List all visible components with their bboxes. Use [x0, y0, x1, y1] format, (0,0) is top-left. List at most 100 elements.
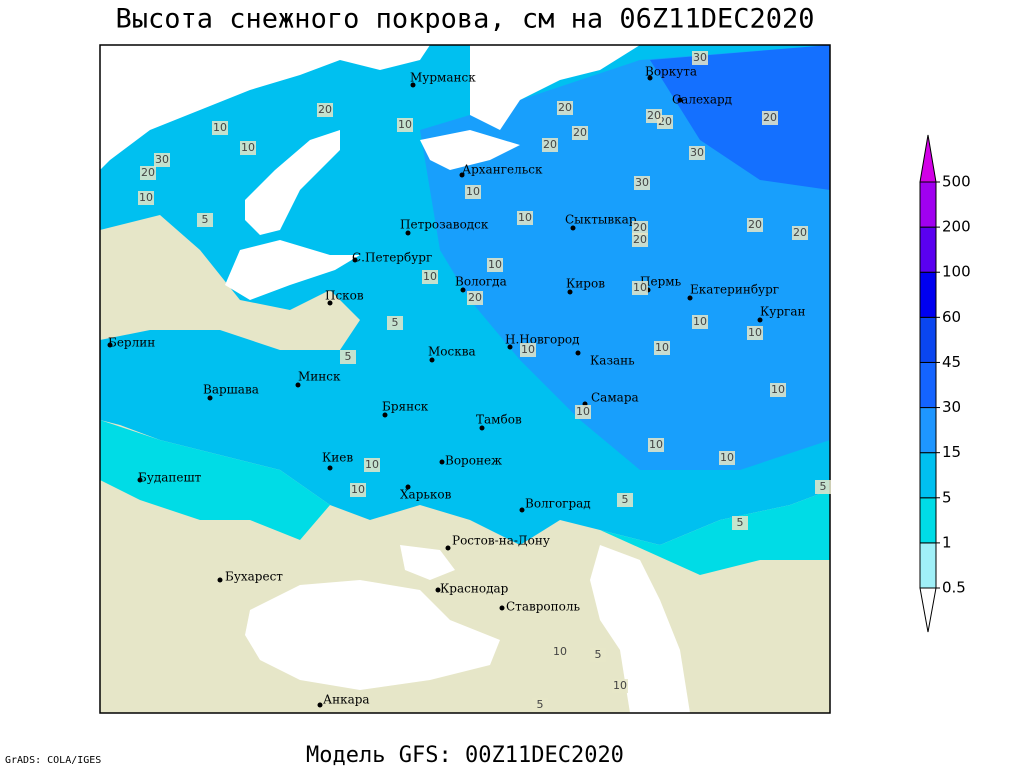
contour-label: 30 [693, 51, 707, 64]
contour-label: 20 [318, 103, 332, 116]
contour-label-bg [654, 341, 670, 355]
contour-label-bg [762, 111, 778, 125]
contour-label: 30 [155, 153, 169, 166]
contour-label: 10 [518, 211, 532, 224]
contour-label-bg [632, 221, 648, 235]
snow-shallow [100, 420, 330, 540]
contour-label: 30 [690, 146, 704, 159]
city-label: Ставрополь [506, 600, 580, 614]
contour-label-bg [487, 258, 503, 272]
city-label: Сыктывкар [565, 213, 637, 227]
colorbar-swatch [919, 407, 937, 454]
colorbar-label: 15 [942, 443, 961, 461]
contour-label-bg [815, 480, 831, 494]
colorbar-label: 45 [942, 353, 961, 371]
contour-label-bg [542, 138, 558, 152]
contour-label-bg [212, 121, 228, 135]
contour-label: 5 [345, 350, 352, 363]
contour-label-bg [732, 516, 748, 530]
contour-label: 20 [558, 101, 572, 114]
model-label: Модель GFS: 00Z11DEC2020 [306, 743, 624, 768]
contour-label-bg [552, 645, 568, 659]
colorbar-swatch [919, 497, 937, 544]
contour-label: 20 [793, 226, 807, 239]
contour-label: 10 [576, 405, 590, 418]
sea-azov [400, 545, 455, 580]
city-label: Екатеринбург [690, 283, 779, 297]
contour-label-bg [138, 191, 154, 205]
contour-label: 10 [521, 343, 535, 356]
city-dot [405, 230, 411, 236]
city-label: Н.Новгород [505, 333, 580, 347]
city-label: Пермь [640, 275, 682, 289]
city-label: Петрозаводск [400, 218, 489, 232]
contour-label: 5 [537, 698, 544, 711]
contour-label-bg [692, 315, 708, 329]
contour-label: 10 [423, 270, 437, 283]
contour-label-bg [517, 211, 533, 225]
city-dot [295, 382, 301, 388]
contour-label-bg [140, 166, 156, 180]
contour-label-bg [770, 383, 786, 397]
city-dot [327, 300, 333, 306]
contour-label-bg [632, 281, 648, 295]
contour-label: 10 [241, 141, 255, 154]
city-label: Будапешт [138, 471, 202, 485]
contour-label-bg [240, 141, 256, 155]
title: Высота снежного покрова, см на 06Z11DEC2… [116, 4, 815, 35]
city-dot [460, 287, 466, 293]
city-dot [499, 605, 505, 611]
contour-label: 20 [573, 126, 587, 139]
city-label: Брянск [382, 400, 429, 414]
city-label: Харьков [400, 488, 452, 502]
city-dot [405, 484, 411, 490]
colorbar-swatch [919, 271, 937, 318]
contour-label: 10 [693, 315, 707, 328]
city-label: Ростов-на-Дону [452, 534, 550, 548]
city-label: Архангельск [462, 163, 543, 177]
contour-label: 10 [488, 258, 502, 271]
city-label: Мурманск [410, 71, 476, 85]
contour-label: 5 [202, 213, 209, 226]
contour-label: 5 [820, 480, 827, 493]
city-dot [410, 82, 416, 88]
contour-label: 20 [748, 218, 762, 231]
contour-label: 10 [720, 451, 734, 464]
city-dot [107, 342, 113, 348]
city-label: Варшава [203, 383, 259, 397]
contour-label: 10 [351, 483, 365, 496]
contour-label-bg [350, 483, 366, 497]
contour-label-bg [532, 698, 548, 712]
contour-label: 10 [553, 645, 567, 658]
colorbar-label: 1 [942, 533, 952, 551]
colorbar-label: 500 [942, 173, 971, 191]
sea-black [245, 580, 500, 690]
colorbar-label: 100 [942, 263, 971, 281]
city-label: Минск [298, 370, 341, 384]
colorbar-label: 60 [942, 308, 961, 326]
credit: GrADS: COLA/IGES [5, 755, 101, 766]
contour-label: 5 [595, 648, 602, 661]
colorbar-min-triangle [919, 587, 937, 633]
city-label: Тамбов [476, 413, 522, 427]
land-baltic [100, 215, 360, 350]
contour-label: 5 [392, 316, 399, 329]
contour-label-bg [557, 101, 573, 115]
city-label: Волгоград [525, 497, 591, 511]
sea-barents-east [470, 45, 640, 130]
city-dot [575, 350, 581, 356]
contour-label-bg [317, 103, 333, 117]
city-dot [757, 317, 763, 323]
contour-label: 10 [398, 118, 412, 131]
cities: Мурманск Архангельск Воркута Салехард Петроз… [107, 65, 805, 708]
city-dot [519, 507, 525, 513]
snow-shallow-east [600, 490, 830, 575]
city-label: Салехард [672, 93, 732, 107]
colorbar-max-triangle [919, 134, 937, 183]
city-dot [317, 702, 323, 708]
city-label: Курган [760, 305, 805, 319]
city-dot [327, 465, 333, 471]
